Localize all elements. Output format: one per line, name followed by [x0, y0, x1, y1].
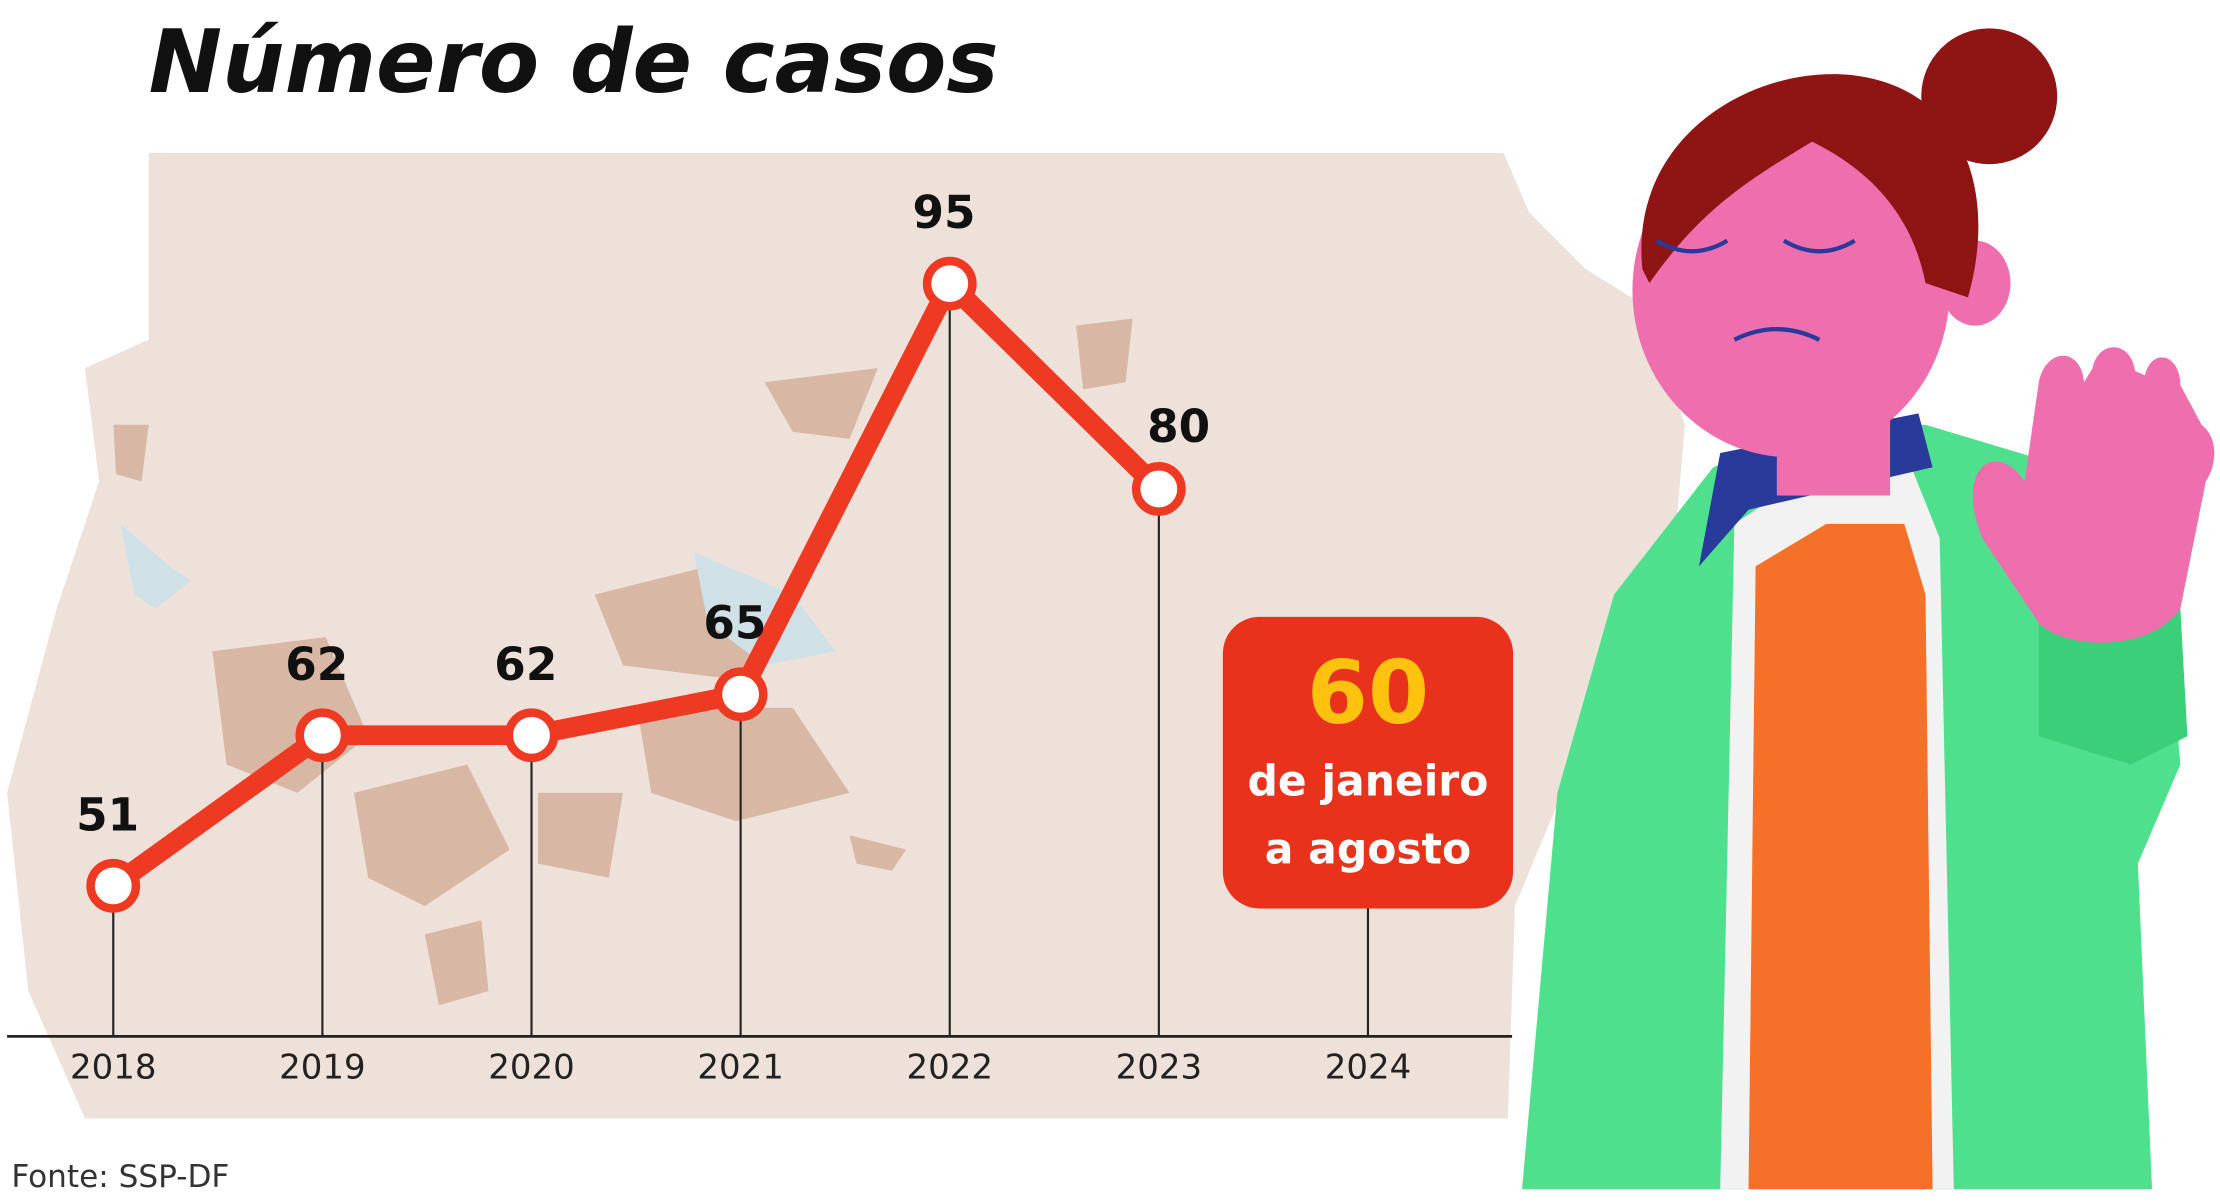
annotation-text: de janeiro [1247, 757, 1488, 806]
illustration [1521, 28, 2215, 1190]
x-tick-label: 2020 [488, 1047, 574, 1087]
annotation-box [1222, 616, 1514, 909]
chart-title: Número de casos [149, 11, 999, 113]
series-line [107, 273, 1166, 894]
x-tick-label: 2022 [907, 1047, 993, 1087]
map-areas [113, 318, 1133, 1006]
value-label: 62 [494, 638, 557, 691]
point [713, 667, 768, 722]
value-label: 80 [1147, 400, 1210, 453]
annotation-text: a agosto [1265, 825, 1471, 874]
source: Fonte: SSP-DF [11, 1159, 229, 1195]
point [922, 256, 977, 311]
annotation-value: 60 [1307, 642, 1429, 744]
x-tick-label: 2019 [279, 1047, 365, 1087]
value-label: 51 [76, 788, 139, 841]
point [86, 858, 141, 913]
value-label: 95 [913, 186, 976, 239]
plot: 2018 2019 2020 2021 2022 2023 2024 51 62 62 65 95 80… [70, 186, 1514, 1087]
x-tick-label: 2021 [697, 1047, 783, 1087]
x-tick-label: 2018 [70, 1047, 156, 1087]
lake [120, 523, 192, 609]
point [504, 708, 559, 763]
x-tick-label: 2023 [1116, 1047, 1202, 1087]
x-tick-label: 2024 [1325, 1047, 1411, 1087]
point [295, 708, 350, 763]
value-label: 62 [285, 638, 348, 691]
point [1131, 462, 1186, 516]
value-label: 65 [703, 597, 766, 650]
lake [693, 552, 836, 666]
